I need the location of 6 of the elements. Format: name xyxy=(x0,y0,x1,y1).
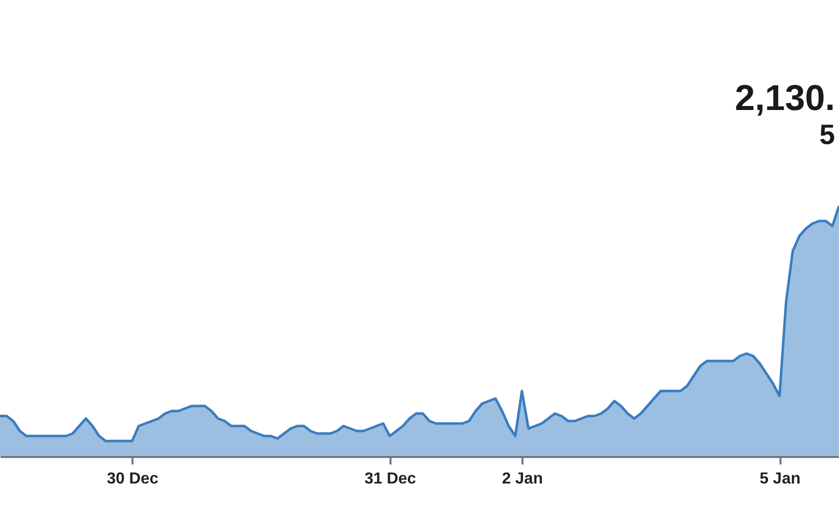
text: 5 xyxy=(819,119,835,150)
x-tick-label: 5 Jan xyxy=(760,470,801,488)
x-tick-label: 31 Dec xyxy=(364,470,416,488)
x-tick-label: 30 Dec xyxy=(106,470,159,488)
text: 2,130. xyxy=(734,77,835,118)
x-tick-label: 2 Jan xyxy=(502,470,543,488)
